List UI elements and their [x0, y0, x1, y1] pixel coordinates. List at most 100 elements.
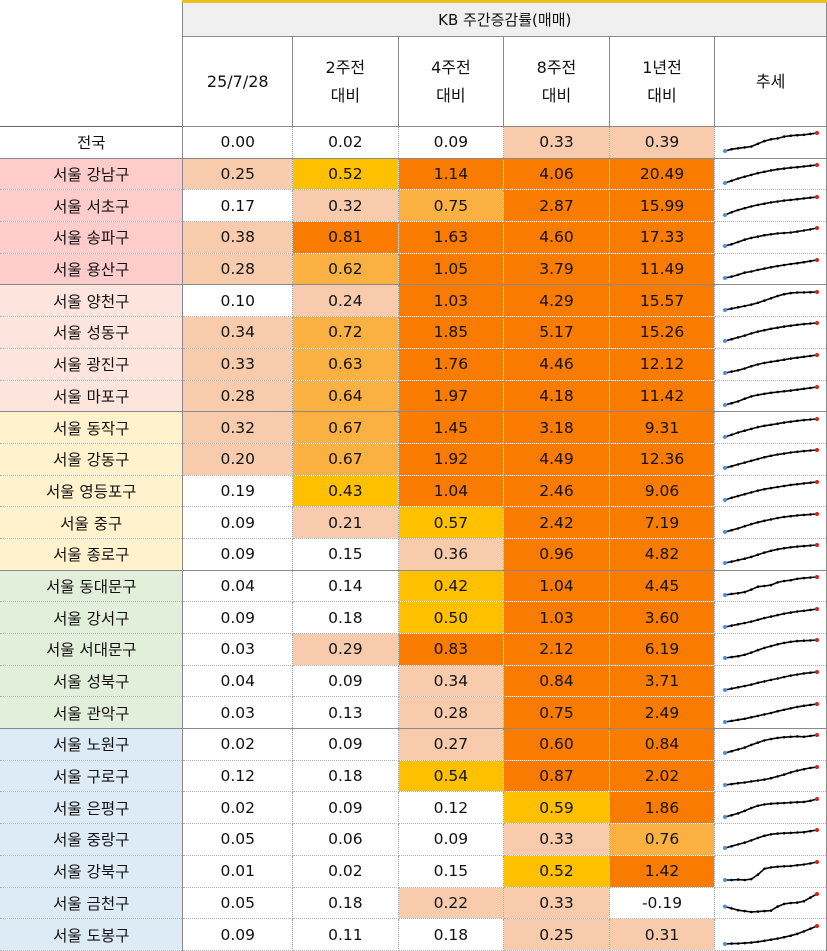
- column-header-date[interactable]: 25/7/28: [182, 36, 294, 127]
- trend-sparkline-cell[interactable]: [714, 157, 827, 191]
- value-cell[interactable]: 0.33: [503, 126, 610, 159]
- value-cell[interactable]: 0.18: [292, 601, 399, 634]
- value-cell[interactable]: 1.03: [398, 284, 505, 318]
- value-cell[interactable]: 0.05: [182, 887, 294, 920]
- value-cell[interactable]: 1.86: [609, 791, 716, 825]
- value-cell[interactable]: 15.26: [609, 316, 716, 349]
- region-name-cell[interactable]: 서울 성북구: [0, 665, 184, 698]
- value-cell[interactable]: 0.09: [398, 126, 505, 159]
- value-cell[interactable]: 1.03: [503, 601, 610, 634]
- value-cell[interactable]: 0.19: [182, 475, 294, 508]
- region-name-cell[interactable]: 서울 중랑구: [0, 823, 184, 856]
- value-cell[interactable]: 0.29: [292, 633, 399, 666]
- value-cell[interactable]: 0.09: [292, 665, 399, 698]
- value-cell[interactable]: 0.33: [503, 887, 610, 920]
- trend-sparkline-cell[interactable]: [714, 348, 827, 381]
- region-name-cell[interactable]: 서울 마포구: [0, 380, 184, 413]
- value-cell[interactable]: 0.13: [292, 696, 399, 730]
- value-cell[interactable]: 1.05: [398, 253, 505, 286]
- value-cell[interactable]: 0.15: [398, 855, 505, 888]
- value-cell[interactable]: 2.02: [609, 760, 716, 793]
- value-cell[interactable]: 1.92: [398, 443, 505, 476]
- value-cell[interactable]: 17.33: [609, 221, 716, 254]
- value-cell[interactable]: 0.18: [398, 918, 505, 951]
- value-cell[interactable]: 0.31: [609, 918, 716, 951]
- region-name-cell[interactable]: 서울 동작구: [0, 411, 184, 444]
- trend-sparkline-cell[interactable]: [714, 855, 827, 888]
- value-cell[interactable]: 0.34: [182, 316, 294, 349]
- trend-sparkline-cell[interactable]: [714, 284, 827, 318]
- value-cell[interactable]: 4.29: [503, 284, 610, 318]
- value-cell[interactable]: 0.04: [182, 569, 294, 603]
- value-cell[interactable]: 0.15: [292, 538, 399, 571]
- trend-sparkline-cell[interactable]: [714, 760, 827, 793]
- corner-cell-2[interactable]: [0, 36, 183, 127]
- value-cell[interactable]: 3.60: [609, 601, 716, 634]
- value-cell[interactable]: 0.02: [182, 728, 294, 761]
- region-name-cell[interactable]: 서울 금천구: [0, 887, 184, 920]
- value-cell[interactable]: 0.12: [398, 791, 505, 825]
- region-name-cell[interactable]: 서울 동대문구: [0, 569, 184, 603]
- trend-sparkline-cell[interactable]: [714, 887, 827, 920]
- region-name-cell[interactable]: 서울 종로구: [0, 538, 184, 571]
- value-cell[interactable]: 0.43: [292, 475, 399, 508]
- value-cell[interactable]: 0.84: [503, 665, 610, 698]
- value-cell[interactable]: 0.42: [398, 569, 505, 603]
- trend-sparkline-cell[interactable]: [714, 443, 827, 476]
- trend-sparkline-cell[interactable]: [714, 380, 827, 413]
- value-cell[interactable]: 20.49: [609, 157, 716, 191]
- value-cell[interactable]: 0.24: [292, 284, 399, 318]
- column-header-trend[interactable]: 추세: [714, 36, 827, 127]
- value-cell[interactable]: 0.52: [503, 855, 610, 888]
- value-cell[interactable]: 0.81: [292, 221, 399, 254]
- region-name-cell[interactable]: 서울 서초구: [0, 189, 184, 223]
- trend-sparkline-cell[interactable]: [714, 189, 827, 223]
- region-name-cell[interactable]: 서울 영등포구: [0, 475, 184, 508]
- value-cell[interactable]: 1.63: [398, 221, 505, 254]
- value-cell[interactable]: 0.09: [292, 728, 399, 761]
- value-cell[interactable]: 0.83: [398, 633, 505, 666]
- value-cell[interactable]: 0.72: [292, 316, 399, 349]
- corner-cell[interactable]: [0, 1, 183, 37]
- value-cell[interactable]: 12.36: [609, 443, 716, 476]
- value-cell[interactable]: 1.76: [398, 348, 505, 381]
- value-cell[interactable]: 2.12: [503, 633, 610, 666]
- trend-sparkline-cell[interactable]: [714, 253, 827, 286]
- value-cell[interactable]: 2.87: [503, 189, 610, 223]
- value-cell[interactable]: 11.49: [609, 253, 716, 286]
- value-cell[interactable]: 0.36: [398, 538, 505, 571]
- value-cell[interactable]: 0.02: [292, 855, 399, 888]
- value-cell[interactable]: 4.06: [503, 157, 610, 191]
- value-cell[interactable]: 0.09: [182, 538, 294, 571]
- column-header-1y[interactable]: 1년전 대비: [608, 36, 716, 127]
- value-cell[interactable]: 0.02: [292, 126, 399, 159]
- trend-sparkline-cell[interactable]: [714, 316, 827, 349]
- value-cell[interactable]: 0.14: [292, 569, 399, 603]
- value-cell[interactable]: 0.11: [292, 918, 399, 951]
- value-cell[interactable]: 0.27: [398, 728, 505, 761]
- value-cell[interactable]: 1.14: [398, 157, 505, 191]
- region-name-cell[interactable]: 서울 강남구: [0, 157, 184, 191]
- trend-sparkline-cell[interactable]: [714, 221, 827, 254]
- value-cell[interactable]: 0.09: [182, 918, 294, 951]
- value-cell[interactable]: 0.38: [182, 221, 294, 254]
- value-cell[interactable]: 0.52: [292, 157, 399, 191]
- value-cell[interactable]: 2.49: [609, 696, 716, 730]
- table-title[interactable]: KB 주간증감률(매매): [182, 0, 827, 37]
- value-cell[interactable]: 0.28: [182, 380, 294, 413]
- value-cell[interactable]: 2.46: [503, 475, 610, 508]
- value-cell[interactable]: 0.03: [182, 633, 294, 666]
- trend-sparkline-cell[interactable]: [714, 538, 827, 571]
- value-cell[interactable]: 5.17: [503, 316, 610, 349]
- region-name-cell[interactable]: 서울 도봉구: [0, 918, 184, 951]
- value-cell[interactable]: 4.60: [503, 221, 610, 254]
- value-cell[interactable]: 0.10: [182, 284, 294, 318]
- trend-sparkline-cell[interactable]: [714, 411, 827, 444]
- value-cell[interactable]: 0.33: [503, 823, 610, 856]
- value-cell[interactable]: 3.18: [503, 411, 610, 444]
- region-name-cell[interactable]: 서울 성동구: [0, 316, 184, 349]
- column-header-2w[interactable]: 2주전 대비: [292, 36, 399, 127]
- column-header-4w[interactable]: 4주전 대비: [397, 36, 505, 127]
- region-name-cell[interactable]: 서울 용산구: [0, 253, 184, 286]
- trend-sparkline-cell[interactable]: [714, 601, 827, 634]
